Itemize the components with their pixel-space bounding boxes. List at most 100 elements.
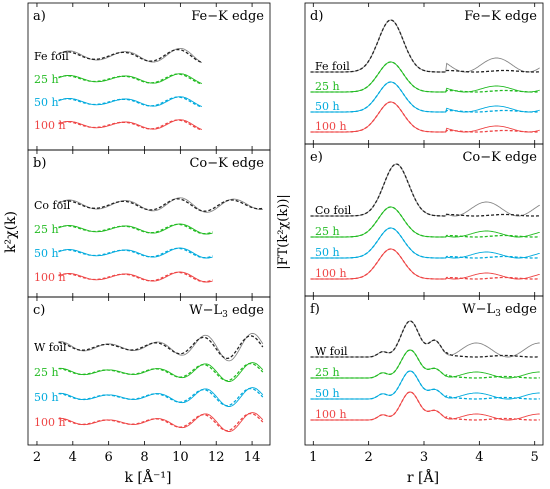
series-label: W foil	[315, 345, 348, 358]
series-line-measured	[58, 96, 203, 108]
series-line-fit	[58, 247, 213, 259]
series-label: 100 h	[34, 416, 66, 429]
panel-title: Fe−K edge	[464, 9, 537, 24]
panel-letter: c)	[33, 303, 45, 318]
panel-f: f) W−L3 edge 1 2 3 4 5 W foil 25 h 50 h 100 h	[304, 295, 544, 465]
panel-title: Co−K edge	[189, 156, 264, 171]
series-line-measured	[58, 362, 264, 382]
right-ylabel: |FT(k²χ(k))|	[276, 194, 291, 270]
series-line-measured	[58, 271, 213, 283]
series-line-measured	[310, 227, 540, 259]
series-line-fit	[58, 119, 203, 131]
panel-frame	[304, 295, 544, 446]
series-line-fit	[310, 370, 540, 400]
x-tick-label: 3	[420, 450, 428, 465]
series-label: Fe foil	[315, 60, 350, 73]
series-line-fit	[58, 198, 263, 212]
panel-title: Co−K edge	[462, 150, 537, 165]
series-line-fit	[310, 320, 540, 358]
series-line-fit	[58, 335, 264, 360]
panel-title: W−L3 edge	[189, 303, 264, 320]
panel-letter: d)	[310, 9, 323, 24]
x-tick-label: 1	[309, 450, 317, 465]
series-line-fit	[58, 362, 264, 382]
panel-e: e) Co−K edge Co foil 25 h 50 h 100 h	[304, 143, 544, 297]
series-line-fit	[310, 391, 540, 421]
series-line-fit	[310, 206, 540, 238]
series-line-fit	[310, 163, 540, 217]
panel-letter: e)	[310, 150, 323, 165]
series-label: 50 h	[34, 247, 59, 260]
panel-d: d) Fe−K edge Fe foil 25 h 50 h 100 h	[304, 2, 544, 145]
series-line-fit	[310, 248, 540, 280]
series-line-measured	[310, 81, 540, 113]
series-label: 25 h	[34, 223, 59, 236]
series-line-measured	[58, 119, 203, 131]
series-line-measured	[58, 387, 264, 407]
x-tick-label: 8	[140, 450, 148, 465]
series-label: 100 h	[315, 267, 347, 280]
series-line-measured	[310, 206, 540, 238]
right-xlabel: r [Å]	[407, 468, 439, 486]
x-tick-label: 10	[172, 450, 189, 465]
series-line-fit	[58, 48, 203, 64]
series-line-fit	[58, 387, 264, 407]
series-line-measured	[310, 370, 540, 400]
series-line-measured	[58, 73, 203, 85]
series-line-fit	[58, 412, 264, 432]
panel-title: W−L3 edge	[462, 302, 537, 319]
series-line-measured	[58, 412, 264, 432]
series-line-fit	[310, 349, 540, 379]
series-label: 50 h	[34, 96, 59, 109]
x-tick-label: 4	[69, 450, 77, 465]
series-label: 50 h	[34, 391, 59, 404]
x-tick-label: 14	[244, 450, 261, 465]
x-tick-label: 6	[105, 450, 113, 465]
series-line-fit	[310, 101, 540, 133]
series-line-measured	[310, 248, 540, 280]
x-tick-label: 5	[531, 450, 539, 465]
panel-letter: a)	[33, 9, 46, 24]
series-label: 100 h	[34, 119, 66, 132]
panel-title: Fe−K edge	[191, 9, 264, 24]
series-line-fit	[58, 271, 213, 283]
x-tick-label: 12	[208, 450, 225, 465]
series-label: 50 h	[315, 387, 340, 400]
left-ylabel: k²χ(k)	[3, 211, 19, 253]
series-line-measured	[310, 101, 540, 133]
series-label: 25 h	[315, 225, 340, 238]
series-line-measured	[310, 61, 540, 93]
series-label: Co foil	[315, 204, 352, 217]
series-label: 25 h	[315, 366, 340, 379]
panel-frame	[27, 296, 271, 446]
x-tick-label: 4	[475, 450, 483, 465]
series-line-fit	[310, 61, 540, 93]
series-line-fit	[58, 73, 203, 85]
series-line-measured	[58, 247, 213, 259]
series-label: 100 h	[34, 271, 66, 284]
series-label: 25 h	[34, 366, 59, 379]
series-label: 25 h	[315, 80, 340, 93]
left-xlabel: k [Å⁻¹]	[125, 468, 172, 486]
x-tick-label: 2	[365, 450, 373, 465]
series-line-fit	[58, 96, 203, 108]
panel-letter: b)	[33, 156, 46, 171]
series-line-measured	[58, 333, 264, 362]
series-line-fit	[58, 223, 213, 235]
panel-c: c) W−L3 edge 2 4 6 8 10 12 14 W foil 25 h 50 h 100 h	[27, 296, 271, 465]
series-label: 100 h	[315, 408, 347, 421]
series-line-measured	[310, 19, 540, 73]
panel-letter: f)	[310, 302, 320, 317]
series-label: 100 h	[315, 120, 347, 133]
series-line-fit	[310, 227, 540, 259]
panels: a) Fe−K edge Fe foil 25 h 50 h 100 h b) Co−K ed…	[27, 2, 544, 465]
series-line-measured	[58, 223, 213, 235]
series-line-measured	[58, 47, 203, 63]
series-label: 25 h	[34, 73, 59, 86]
series-label: 50 h	[315, 246, 340, 259]
series-label: 50 h	[315, 100, 340, 113]
series-line-fit	[310, 81, 540, 113]
